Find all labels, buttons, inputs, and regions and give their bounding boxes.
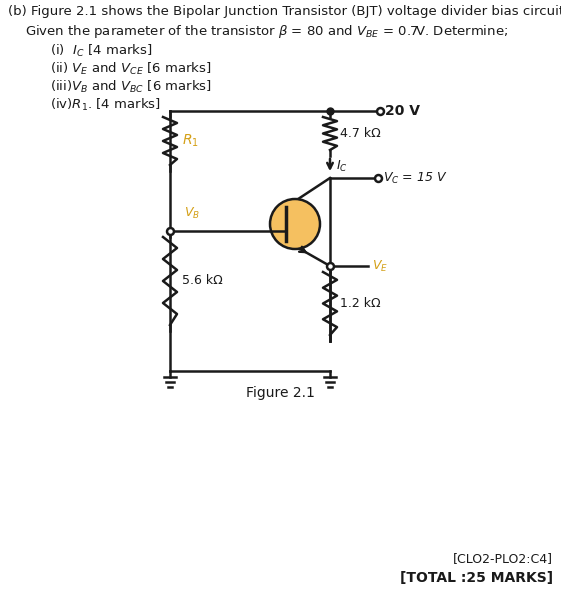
Text: (iv)$R_1$. [4 marks]: (iv)$R_1$. [4 marks] bbox=[50, 97, 161, 113]
Text: $V_C$ = 15 V: $V_C$ = 15 V bbox=[383, 171, 448, 186]
Text: $V_E$: $V_E$ bbox=[372, 258, 388, 273]
Text: 4.7 kΩ: 4.7 kΩ bbox=[340, 127, 381, 140]
Text: Figure 2.1: Figure 2.1 bbox=[246, 386, 314, 400]
Text: 20 V: 20 V bbox=[385, 104, 420, 118]
Text: (iii)$V_B$ and $V_{BC}$ [6 marks]: (iii)$V_B$ and $V_{BC}$ [6 marks] bbox=[50, 79, 212, 95]
Text: (i)  $I_C$ [4 marks]: (i) $I_C$ [4 marks] bbox=[50, 43, 153, 59]
Text: (b) Figure 2.1 shows the Bipolar Junction Transistor (BJT) voltage divider bias : (b) Figure 2.1 shows the Bipolar Junctio… bbox=[8, 5, 561, 18]
Text: 5.6 kΩ: 5.6 kΩ bbox=[182, 275, 223, 287]
Text: [CLO2-PLO2:C4]: [CLO2-PLO2:C4] bbox=[453, 552, 553, 565]
Text: $I_C$: $I_C$ bbox=[336, 159, 348, 174]
Text: 1.2 kΩ: 1.2 kΩ bbox=[340, 297, 380, 310]
Text: Given the parameter of the transistor $\beta$ = 80 and $V_{BE}$ = 0.7V. Determin: Given the parameter of the transistor $\… bbox=[25, 23, 508, 40]
Text: $R_1$: $R_1$ bbox=[182, 133, 199, 149]
Circle shape bbox=[270, 199, 320, 249]
Text: [TOTAL :25 MARKS]: [TOTAL :25 MARKS] bbox=[400, 571, 553, 585]
Text: (ii) $V_E$ and $V_{CE}$ [6 marks]: (ii) $V_E$ and $V_{CE}$ [6 marks] bbox=[50, 61, 211, 77]
Text: $V_B$: $V_B$ bbox=[184, 206, 200, 221]
